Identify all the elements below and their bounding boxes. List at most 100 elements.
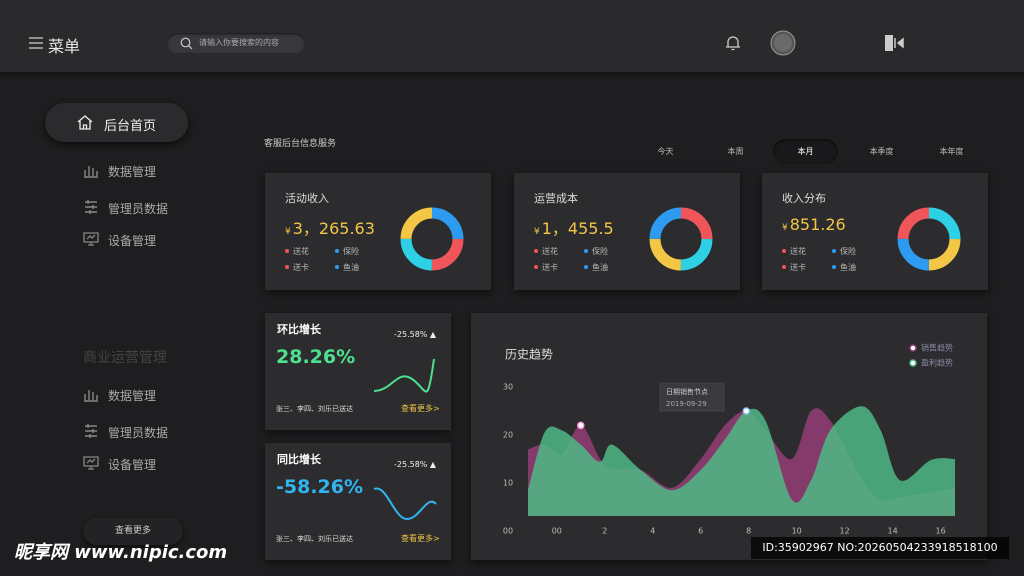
currency: ¥: [782, 223, 788, 233]
tab[interactable]: 本周: [727, 147, 744, 156]
x-tick-label: 00: [552, 527, 562, 536]
legend-item: 送卡: [285, 262, 309, 273]
avatar[interactable]: [770, 30, 796, 56]
menu-label[interactable]: 菜单: [48, 37, 81, 56]
x-tick-label: 10: [792, 527, 802, 536]
amount: 1，455.5: [541, 219, 614, 238]
legend-item: 送花: [534, 246, 558, 257]
card-amount: ¥851.26: [782, 215, 846, 234]
side-item[interactable]: 管理员数据: [108, 426, 169, 440]
growth-title: 同比增长: [277, 453, 321, 466]
card-title: 收入分布: [782, 192, 826, 205]
y-tick-label: 10: [503, 479, 513, 488]
x-tick-label: 14: [888, 527, 898, 536]
history-chart: 历史趋势 00 10 20 30 00 2 4 6 8 10 12 14 16 日期销售节点 2019-09…: [503, 343, 955, 536]
x-tick-label: 8: [746, 527, 751, 536]
side-icon: [85, 424, 97, 438]
tooltip: [659, 382, 725, 412]
growth-note: 张三、李四、刘乐已送达: [276, 405, 353, 413]
x-tick-label: 12: [840, 527, 850, 536]
side-item[interactable]: 数据管理: [108, 165, 157, 179]
tooltip-date: 2019-09-29: [666, 400, 707, 408]
chart-title: 历史趋势: [505, 348, 553, 362]
tooltip-title: 日期销售节点: [666, 387, 708, 396]
tab[interactable]: 本年度: [939, 147, 964, 156]
tab[interactable]: 今天: [657, 147, 674, 156]
y-tick-label: 30: [503, 383, 513, 392]
card-amount: ¥1，455.5: [534, 215, 614, 239]
donut-segment: [897, 207, 961, 271]
sparkline-path: [373, 487, 437, 521]
home-label: 后台首页: [104, 119, 157, 134]
donut-segment: [649, 207, 713, 271]
card-amount: ¥3，265.63: [285, 215, 375, 239]
legend-item: 鱼油: [335, 262, 359, 273]
donut-segment: [649, 207, 713, 271]
legend-dot: [909, 344, 917, 352]
side-icon: [85, 200, 97, 214]
donut: [400, 207, 464, 271]
legend-label: 盈利趋势: [921, 358, 953, 368]
donut-segment: [400, 207, 464, 271]
currency: ¥: [534, 227, 540, 237]
donut-segment: [897, 207, 961, 271]
legend-item: 送花: [285, 246, 309, 257]
currency: ¥: [285, 227, 291, 237]
logout-icon[interactable]: [884, 34, 904, 52]
x-tick-label: 2: [602, 527, 607, 536]
side-item[interactable]: 管理员数据: [108, 202, 169, 216]
main-title: 客服后台信息服务: [264, 139, 337, 149]
card-title: 运营成本: [534, 192, 578, 205]
y-tick-label: 20: [503, 431, 513, 440]
top-bar: 菜单 请输入你要搜索的内容: [0, 0, 1024, 72]
sparkline: [373, 358, 435, 393]
x-tick-label: 4: [650, 527, 655, 536]
history-card: 历史趋势 00 10 20 30 00 2 4 6 8 10 12 14 16 日期销售节点 2019-09…: [471, 313, 987, 560]
legend-item: 鱼油: [832, 262, 856, 273]
growth-card: 环比增长 -25.58% ▲ 28.26% 张三、李四、刘乐已送达 查看更多>: [265, 313, 451, 430]
growth-change: -25.58% ▲: [394, 460, 437, 469]
search-box[interactable]: 请输入你要搜索的内容: [167, 33, 305, 53]
growth-link[interactable]: 查看更多>: [401, 534, 440, 543]
side-item[interactable]: 设备管理: [108, 234, 157, 248]
bell-icon[interactable]: [724, 34, 742, 52]
growth-value: -58.26%: [276, 476, 364, 498]
legend-item: 保险: [335, 246, 359, 257]
growth-link[interactable]: 查看更多>: [401, 404, 440, 413]
tab[interactable]: 本月: [773, 139, 838, 164]
growth-value: 28.26%: [276, 346, 356, 368]
amount: 851.26: [789, 215, 846, 234]
legend-item: 送卡: [782, 262, 806, 273]
search-placeholder: 请输入你要搜索的内容: [199, 38, 279, 47]
legend-item: 送花: [782, 246, 806, 257]
x-tick-label: 16: [936, 527, 946, 536]
legend-item: 鱼油: [584, 262, 608, 273]
donut-segment: [400, 207, 464, 271]
home-button[interactable]: 后台首页: [45, 103, 188, 142]
legend-item: 保险: [584, 246, 608, 257]
legend-label: 销售趋势: [921, 343, 953, 353]
donut: [649, 207, 713, 271]
side-item[interactable]: 数据管理: [108, 389, 157, 403]
y-tick-label: 00: [503, 527, 513, 536]
donut-segment: [649, 207, 713, 271]
legend-item: 送卡: [534, 262, 558, 273]
legend-item: 保险: [832, 246, 856, 257]
growth-note: 张三、李四、刘乐已送达: [276, 535, 353, 543]
info-card: 运营成本 ¥1，455.5 送花 保险送卡 鱼油: [514, 173, 740, 290]
sparkline-path: [373, 358, 435, 393]
watermark-site: 昵享网 www.nipic.com: [14, 542, 228, 563]
side-item[interactable]: 设备管理: [108, 458, 157, 472]
more-button[interactable]: 查看更多: [83, 518, 183, 545]
growth-card: 同比增长 -25.58% ▲ -58.26% 张三、李四、刘乐已送达 查看更多>: [265, 443, 451, 560]
side-icon: [83, 456, 99, 470]
sparkline: [373, 487, 437, 521]
side-icon: [84, 390, 98, 402]
tab[interactable]: 本季度: [869, 147, 894, 156]
x-tick-label: 6: [698, 527, 703, 536]
highlight-point: [577, 421, 585, 430]
section-label: 商业运营管理: [83, 350, 167, 366]
menu-icon[interactable]: [28, 36, 44, 50]
watermark-id: ID:35902967 NO:20260504233918518100: [751, 537, 1009, 559]
